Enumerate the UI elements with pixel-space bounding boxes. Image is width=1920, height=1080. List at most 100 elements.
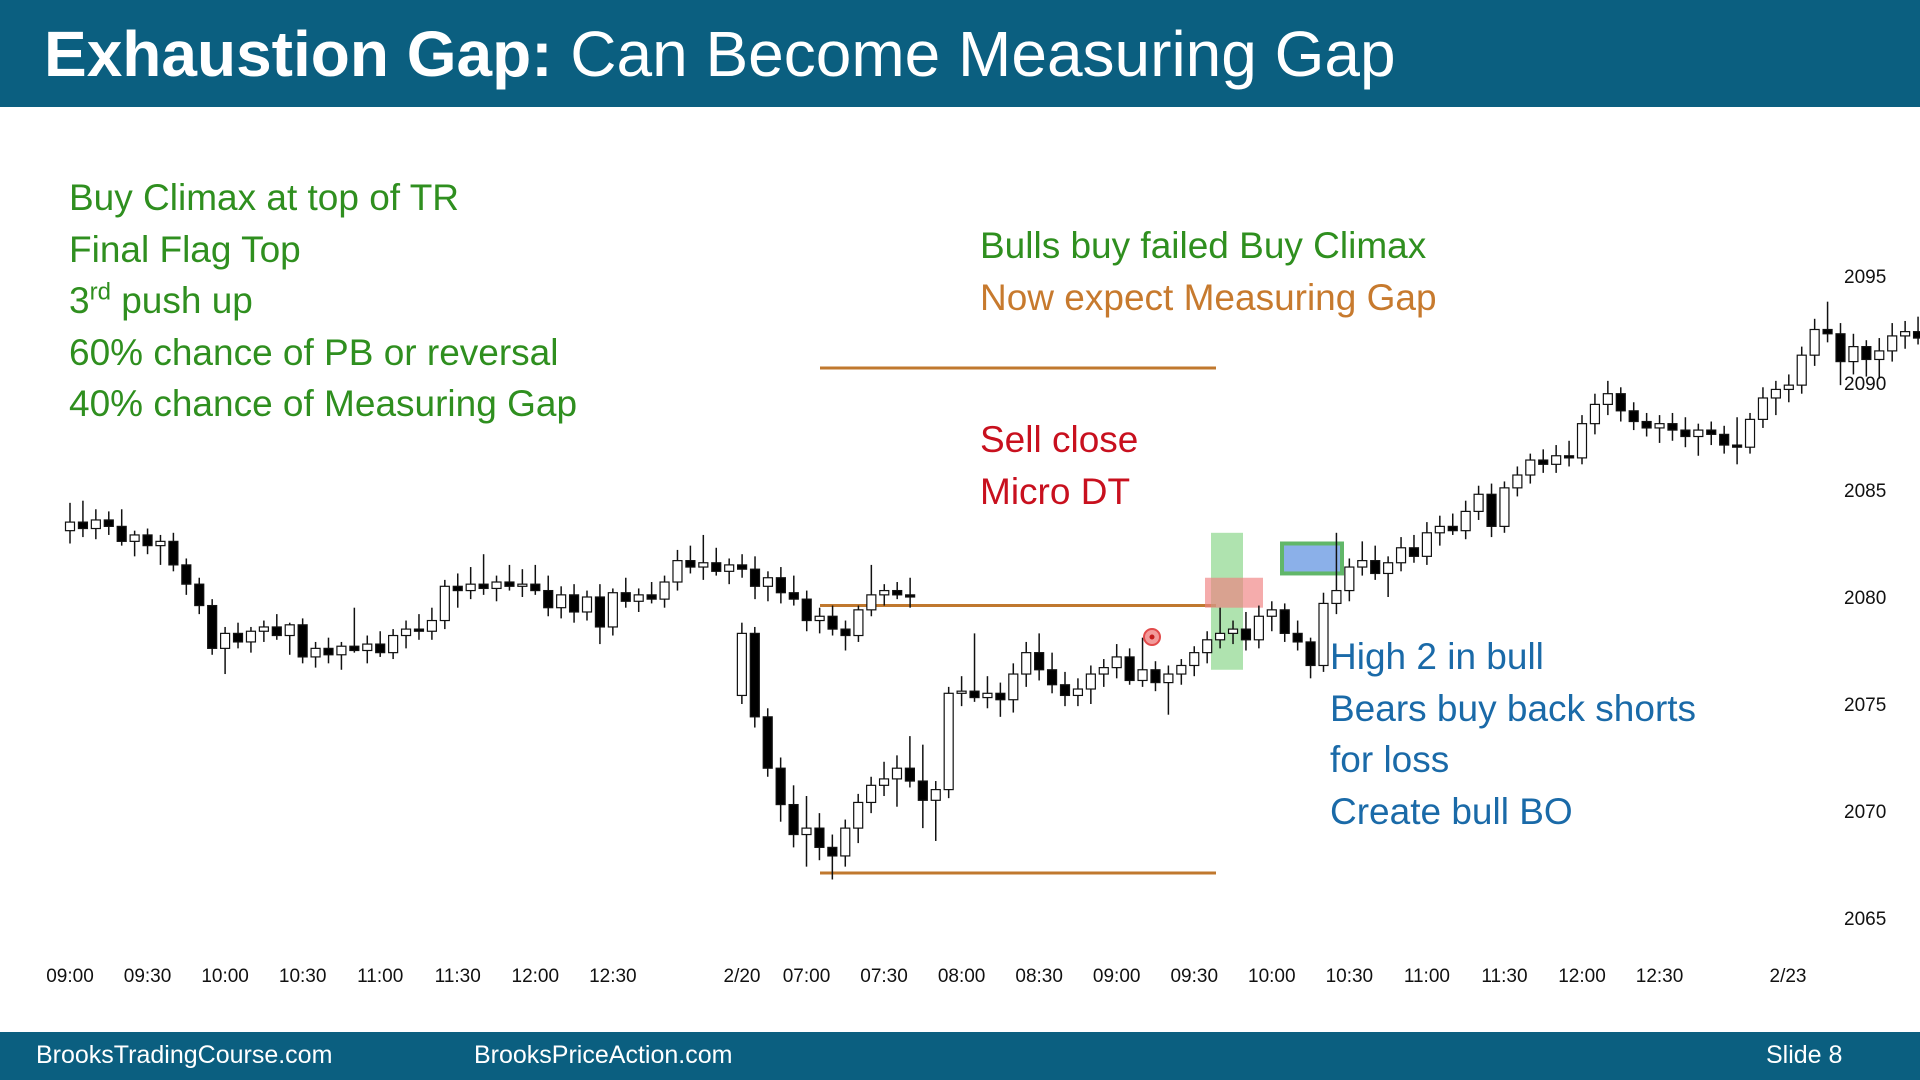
bull-candle (1589, 403, 1601, 425)
y-tick-label: 2090 (1844, 374, 1886, 395)
top-annotation: Bulls buy failed Buy Climax Now expect M… (980, 220, 1437, 323)
footer-site-course[interactable]: BrooksTradingCourse.com (36, 1041, 333, 1069)
bull-candle (814, 615, 825, 622)
bear-candle (969, 690, 980, 699)
bear-candle (1615, 393, 1626, 412)
bear-candle (1046, 669, 1058, 686)
bear-candle (775, 577, 786, 594)
bull-candle (866, 594, 877, 611)
left-line-1: Buy Climax at top of TR (69, 177, 460, 218)
x-tick-label: 11:30 (1481, 966, 1527, 987)
bull-candle (672, 560, 683, 583)
footer-site-pa[interactable]: BrooksPriceAction.com (474, 1041, 733, 1069)
x-tick-label: 11:30 (435, 966, 481, 987)
bear-candle (1706, 429, 1717, 435)
bull-candle (840, 827, 851, 857)
top-line-2: Now expect Measuring Gap (980, 276, 1437, 318)
bull-candle (1654, 423, 1665, 429)
bear-candle (1279, 609, 1290, 634)
bear-candle (478, 583, 489, 590)
x-axis-labels: 09:00 09:30 10:00 10:30 11:00 11:30 12:00 12:30… (46, 966, 1806, 987)
x-tick-label: 12:30 (1636, 966, 1684, 987)
left-line-3-sup: rd (89, 278, 111, 306)
bull-candle (956, 690, 967, 694)
bear-candle (1719, 433, 1730, 446)
bull-candle (1008, 673, 1019, 701)
slide-number: Slide 8 (1766, 1041, 1843, 1069)
bull-candle (724, 564, 735, 572)
x-tick-label: 08:00 (938, 966, 986, 987)
bull-candle (220, 632, 231, 649)
bull-candle (1421, 532, 1433, 557)
bull-candle (1111, 656, 1122, 669)
bull-candle (388, 634, 399, 654)
left-line-3-num: 3 (69, 280, 90, 321)
bull-candle (155, 540, 166, 547)
bull-candle (1021, 652, 1032, 675)
bear-candle (1912, 331, 1920, 339)
bull-candle (1770, 388, 1781, 399)
x-tick-label: 07:30 (860, 966, 908, 987)
bull-candle (1357, 560, 1368, 568)
bear-candle (103, 519, 114, 527)
bear-candle (452, 585, 463, 592)
bull-candle (245, 630, 257, 643)
bull-candle (1499, 487, 1510, 527)
left-line-3: 3rd push up (69, 275, 577, 327)
bull-candle (607, 592, 618, 628)
bear-candle (1822, 328, 1833, 335)
bull-candle (1434, 525, 1445, 534)
bull-candle (1137, 669, 1148, 682)
bull-line-2: Bears buy back shorts (1330, 687, 1697, 729)
bull-candle (1757, 397, 1769, 420)
bull-candle (1214, 632, 1226, 641)
left-line-4: 60% chance of PB or reversal (69, 331, 559, 373)
bull-candle (362, 643, 373, 652)
slide-footer: BrooksTradingCourse.com BrooksPriceActio… (0, 1032, 1920, 1080)
bull-candle (465, 583, 476, 592)
bear-candle (297, 624, 308, 658)
bull-candle (1525, 459, 1536, 476)
bull-candle (853, 801, 864, 829)
bull-candle (1395, 547, 1407, 564)
left-line-2: Final Flag Top (69, 228, 301, 270)
bear-candle (349, 645, 360, 652)
bear-candle (917, 780, 928, 801)
bear-candle (142, 534, 153, 547)
bear-candle (1034, 652, 1045, 671)
bear-candle (1305, 641, 1316, 667)
bear-candle (840, 628, 851, 637)
bull-candle (891, 767, 903, 780)
bear-candle (685, 560, 696, 568)
bull-candle (1176, 664, 1187, 675)
bear-candle (827, 615, 838, 630)
bear-candle (1667, 423, 1678, 431)
slide-title-rest: Can Become Measuring Gap (552, 18, 1396, 90)
bear-candle (207, 604, 218, 649)
bull-line-4: Create bull BO (1330, 790, 1573, 832)
y-tick-label: 2070 (1844, 802, 1886, 823)
bull-candle (1887, 335, 1898, 352)
bear-candle (568, 594, 580, 613)
bear-candle (594, 596, 606, 628)
bull-line-3: for loss (1330, 739, 1450, 780)
bull-candle (1809, 328, 1820, 356)
left-line-3-rest: push up (110, 280, 253, 321)
bull-candle (1602, 393, 1613, 406)
bull-candle (1383, 562, 1394, 575)
left-line-5: 40% chance of Measuring Gap (69, 383, 578, 424)
x-tick-label: 10:00 (201, 966, 249, 987)
bull-candle (1874, 350, 1885, 361)
bull-candle (1202, 639, 1213, 654)
bull-candle (1551, 455, 1562, 465)
bear-candle (762, 716, 773, 769)
y-tick-label: 2080 (1844, 588, 1886, 609)
bull-candle (1098, 667, 1109, 675)
bull-candle (1512, 474, 1523, 489)
bear-candle (788, 592, 799, 600)
slide-title-bold: Exhaustion Gap: (44, 18, 553, 90)
bear-candle (1861, 346, 1872, 361)
x-tick-label: 10:30 (1326, 966, 1374, 987)
bull-candle (1744, 418, 1756, 448)
x-tick-label: 12:00 (1558, 966, 1606, 987)
